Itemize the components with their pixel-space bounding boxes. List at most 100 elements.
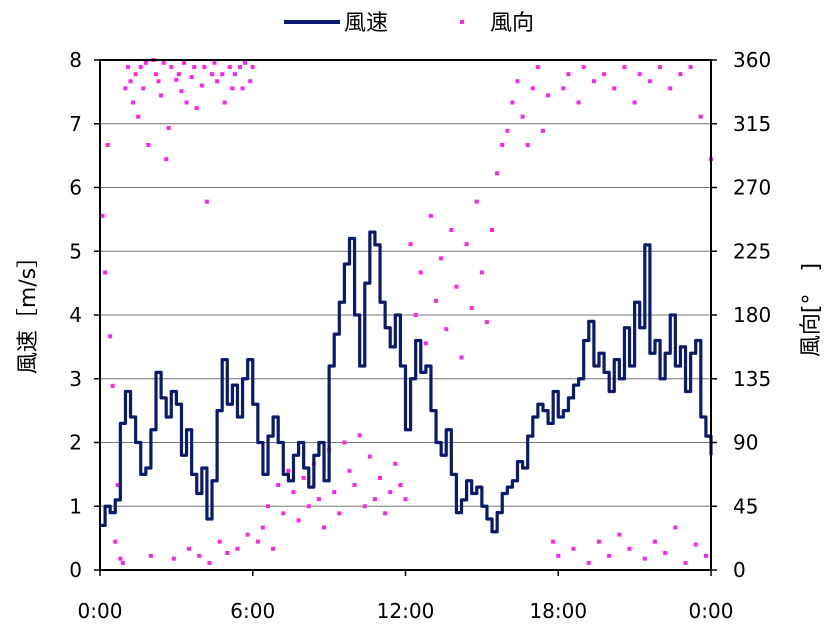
direction-point xyxy=(454,284,459,289)
legend-speed-label: 風速 xyxy=(344,11,388,36)
direction-point xyxy=(637,72,642,77)
direction-point xyxy=(352,483,357,487)
direction-point xyxy=(260,525,265,530)
direction-point xyxy=(525,143,530,147)
direction-point xyxy=(184,100,189,105)
direction-point xyxy=(131,100,136,105)
direction-point xyxy=(301,475,306,480)
direction-point xyxy=(515,79,520,84)
left-tick-label: 1 xyxy=(69,494,82,518)
direction-point xyxy=(658,65,663,70)
direction-point xyxy=(291,490,296,495)
direction-point xyxy=(250,65,255,70)
direction-point xyxy=(403,497,408,502)
direction-point xyxy=(296,518,301,523)
direction-point xyxy=(108,334,113,339)
direction-point xyxy=(703,553,708,558)
direction-point xyxy=(566,72,571,77)
direction-point xyxy=(164,157,169,162)
direction-point xyxy=(535,65,540,70)
direction-point xyxy=(556,553,561,558)
direction-point xyxy=(322,525,327,530)
direction-point xyxy=(245,532,250,537)
direction-point xyxy=(143,60,148,65)
legend-direction-label: 風向 xyxy=(490,11,534,36)
right-tick-label: 225 xyxy=(733,239,771,263)
direction-point xyxy=(210,72,215,77)
right-tick-label: 315 xyxy=(733,112,771,136)
right-tick-label: 360 xyxy=(733,48,771,72)
direction-point xyxy=(510,100,515,105)
direction-point xyxy=(182,60,187,65)
direction-point xyxy=(561,86,566,91)
left-axis-ticks: 0 1 2 3 4 5 6 7 8 xyxy=(69,48,100,582)
direction-point xyxy=(546,93,551,98)
direction-point xyxy=(688,65,693,70)
left-tick-label: 4 xyxy=(69,303,82,327)
direction-point xyxy=(596,539,601,544)
left-tick-label: 2 xyxy=(69,431,82,455)
right-tick-label: 45 xyxy=(733,494,758,518)
direction-point xyxy=(540,128,545,133)
direction-point xyxy=(217,539,222,544)
x-axis-ticks: 0:00 6:00 12:00 18:00 0:00 xyxy=(78,570,734,623)
speed-line xyxy=(100,230,713,534)
direction-point xyxy=(187,546,192,551)
direction-point xyxy=(215,79,220,84)
direction-point xyxy=(225,551,230,555)
direction-point xyxy=(464,242,469,247)
direction-point xyxy=(459,355,464,360)
direction-point xyxy=(232,72,237,77)
direction-point xyxy=(398,483,403,487)
direction-point xyxy=(255,539,260,544)
direction-point xyxy=(372,497,377,502)
left-tick-label: 0 xyxy=(69,558,82,582)
direction-point xyxy=(576,100,581,105)
direction-point xyxy=(148,553,153,558)
direction-point xyxy=(663,551,668,555)
direction-point xyxy=(179,89,184,94)
direction-point xyxy=(474,199,479,204)
direction-point xyxy=(136,114,141,119)
direction-point xyxy=(212,60,217,65)
direction-point xyxy=(622,65,627,70)
direction-point xyxy=(434,298,439,303)
direction-point xyxy=(408,242,413,247)
direction-point xyxy=(141,86,146,91)
direction-point xyxy=(683,560,688,565)
direction-point xyxy=(647,79,652,84)
direction-point xyxy=(248,79,253,84)
direction-point xyxy=(286,468,291,473)
direction-point xyxy=(161,60,166,65)
right-tick-label: 90 xyxy=(733,431,758,455)
direction-point xyxy=(428,213,433,218)
wind-speed-series xyxy=(100,230,713,534)
direction-point xyxy=(693,542,698,547)
direction-point xyxy=(551,539,556,544)
direction-point xyxy=(530,86,535,91)
x-tick-label: 0:00 xyxy=(78,599,123,623)
right-axis-title: 風向[° ] xyxy=(799,263,824,357)
x-tick-label: 0:00 xyxy=(689,599,734,623)
direction-point xyxy=(383,511,388,516)
direction-point xyxy=(227,65,232,70)
right-tick-label: 270 xyxy=(733,176,771,200)
direction-point xyxy=(439,256,444,261)
direction-point xyxy=(105,143,110,147)
direction-point xyxy=(126,65,131,70)
legend-direction-swatch xyxy=(460,20,464,24)
direction-point xyxy=(159,93,164,98)
direction-point xyxy=(581,65,586,70)
direction-point xyxy=(698,114,703,119)
direction-point xyxy=(342,440,347,445)
direction-point xyxy=(197,553,202,558)
direction-point xyxy=(306,504,311,509)
x-tick-label: 12:00 xyxy=(377,599,435,623)
direction-point xyxy=(171,556,176,561)
direction-point xyxy=(607,553,612,558)
direction-point xyxy=(332,490,337,495)
direction-point xyxy=(207,560,212,565)
direction-point xyxy=(235,546,240,551)
direction-point xyxy=(490,228,495,232)
direction-point xyxy=(617,532,622,537)
